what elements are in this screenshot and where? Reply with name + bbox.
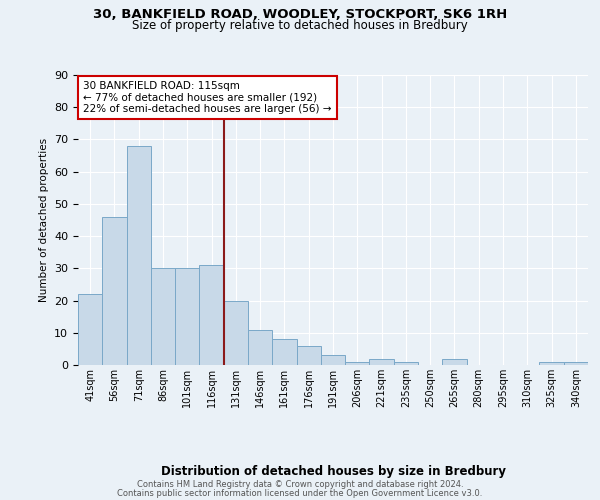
Bar <box>224 300 248 365</box>
Bar <box>345 362 370 365</box>
Text: 30, BANKFIELD ROAD, WOODLEY, STOCKPORT, SK6 1RH: 30, BANKFIELD ROAD, WOODLEY, STOCKPORT, … <box>93 8 507 20</box>
Text: Distribution of detached houses by size in Bredbury: Distribution of detached houses by size … <box>161 464 506 477</box>
Text: Contains public sector information licensed under the Open Government Licence v3: Contains public sector information licen… <box>118 490 482 498</box>
Bar <box>394 362 418 365</box>
Bar <box>102 217 127 365</box>
Bar <box>564 362 588 365</box>
Text: Size of property relative to detached houses in Bredbury: Size of property relative to detached ho… <box>132 18 468 32</box>
Bar <box>175 268 199 365</box>
Bar <box>272 339 296 365</box>
Bar <box>248 330 272 365</box>
Bar <box>442 358 467 365</box>
Bar <box>78 294 102 365</box>
Y-axis label: Number of detached properties: Number of detached properties <box>38 138 49 302</box>
Text: Contains HM Land Registry data © Crown copyright and database right 2024.: Contains HM Land Registry data © Crown c… <box>137 480 463 489</box>
Bar <box>539 362 564 365</box>
Bar <box>199 265 224 365</box>
Bar <box>296 346 321 365</box>
Bar <box>321 356 345 365</box>
Bar <box>151 268 175 365</box>
Bar <box>370 358 394 365</box>
Bar <box>127 146 151 365</box>
Text: 30 BANKFIELD ROAD: 115sqm
← 77% of detached houses are smaller (192)
22% of semi: 30 BANKFIELD ROAD: 115sqm ← 77% of detac… <box>83 81 332 114</box>
